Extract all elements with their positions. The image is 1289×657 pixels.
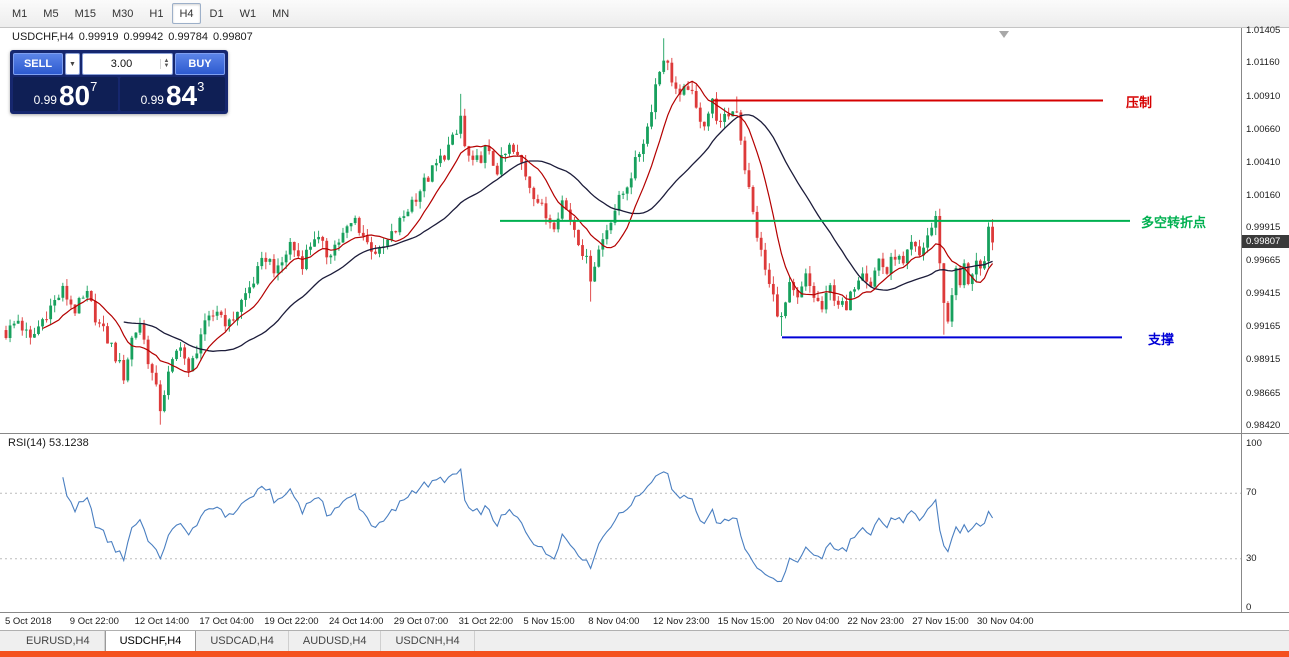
time-axis-label: 31 Oct 22:00 (458, 616, 513, 627)
timeframe-button-H4[interactable]: H4 (172, 3, 201, 24)
time-axis-label: 30 Nov 04:00 (977, 616, 1034, 627)
time-axis-label: 27 Nov 15:00 (912, 616, 969, 627)
level-annotation-2: 支撑 (1148, 332, 1175, 347)
price-axis-label: 0.99665 (1246, 255, 1281, 267)
current-price-tag: 0.99807 (1242, 235, 1289, 249)
rsi-panel: RSI(14) 53.1238 100 70 30 0 (0, 433, 1289, 613)
rsi-axis-label: 100 (1246, 438, 1262, 449)
rsi-axis[interactable]: 100 70 30 0 (1241, 434, 1289, 613)
price-axis-label: 0.99165 (1246, 321, 1281, 333)
chart-tab-USDCNHH4[interactable]: USDCNH,H4 (381, 631, 475, 651)
rsi-axis-label: 0 (1246, 602, 1252, 613)
ask-price-prefix: 0.99 (140, 93, 164, 107)
chart-tab-EURUSDH4[interactable]: EURUSD,H4 (12, 631, 105, 651)
one-click-trading-widget: SELL ▼ 3.00 ▲ ▼ BUY 0.99 80 7 0.99 84 3 (10, 50, 228, 114)
price-axis[interactable]: 0.99807 1.01405 1.01160 1.00910 1.00660 1.00… (1241, 25, 1289, 433)
price-axis-label: 0.99415 (1246, 288, 1281, 300)
chart-tabs-bar: EURUSD,H4 USDCHF,H4 USDCAD,H4 AUDUSD,H4 USDC… (0, 630, 1289, 651)
sell-button[interactable]: SELL (13, 53, 63, 75)
ask-price-button[interactable]: 0.99 84 3 (120, 77, 225, 111)
chart-shift-marker-icon (999, 31, 1009, 38)
timeframe-button-M15[interactable]: M15 (68, 3, 103, 24)
price-axis-label: 0.98420 (1246, 420, 1281, 431)
volume-dropdown-arrow-icon[interactable]: ▼ (65, 53, 80, 75)
timeframe-button-M30[interactable]: M30 (105, 3, 140, 24)
timeframe-button-D1[interactable]: D1 (203, 3, 231, 24)
bottom-accent-strip (0, 651, 1289, 657)
chart-low: 0.99784 (168, 31, 209, 43)
bid-price-pip: 7 (90, 79, 98, 94)
timeframe-button-W1[interactable]: W1 (233, 3, 264, 24)
time-axis-label: 5 Nov 15:00 (523, 616, 575, 627)
level-annotation-0: 压制 (1126, 95, 1153, 110)
price-axis-label: 1.00660 (1246, 123, 1281, 135)
volume-control[interactable]: 3.00 ▲ ▼ (82, 53, 173, 75)
stepper-down-icon[interactable]: ▼ (163, 63, 170, 69)
chart-symbol: USDCHF,H4 (12, 31, 74, 43)
rsi-axis-label: 30 (1246, 552, 1257, 564)
timeframe-button-H1[interactable]: H1 (142, 3, 170, 24)
time-axis-label: 24 Oct 14:00 (329, 616, 384, 627)
main-chart-panel: USDCHF,H4 0.99919 0.99942 0.99784 0.99807 SE… (0, 25, 1289, 433)
time-axis-label: 17 Oct 04:00 (199, 616, 254, 627)
price-axis-label: 1.01160 (1246, 57, 1280, 69)
time-axis-label: 20 Nov 04:00 (782, 616, 840, 627)
chart-tab-AUDUSDH4[interactable]: AUDUSD,H4 (289, 631, 382, 651)
rsi-chart-surface[interactable] (0, 434, 1241, 613)
price-axis-label: 0.98915 (1246, 354, 1281, 366)
chart-open: 0.99919 (78, 31, 119, 43)
price-axis-label: 1.00160 (1246, 189, 1281, 201)
time-axis-label: 15 Nov 15:00 (717, 616, 775, 627)
stepper-up-icon[interactable]: ▲ (163, 58, 170, 64)
chart-title: USDCHF,H4 0.99919 0.99942 0.99784 0.99807 (12, 31, 258, 43)
ask-price-big: 84 (165, 80, 198, 111)
timeframe-toolbar: M1 M5 M15 M30 H1 H4 D1 W1 MN (0, 0, 1289, 28)
time-axis-label: 5 Oct 2018 (5, 616, 52, 627)
time-axis-label: 9 Oct 22:00 (69, 616, 119, 627)
chart-tab-USDCADH4[interactable]: USDCAD,H4 (196, 631, 289, 651)
chart-high: 0.99942 (123, 31, 164, 43)
time-axis-label: 29 Oct 07:00 (393, 616, 449, 627)
timeframe-button-MN[interactable]: MN (265, 3, 296, 24)
time-axis-label: 19 Oct 22:00 (264, 616, 319, 627)
volume-value[interactable]: 3.00 (110, 58, 133, 70)
chart-close: 0.99807 (213, 31, 253, 43)
timeframe-button-M5[interactable]: M5 (36, 3, 65, 24)
time-axis-label: 22 Nov 23:00 (847, 616, 904, 627)
level-annotation-1: 多空转折点 (1141, 215, 1207, 230)
price-axis-label: 1.00910 (1246, 90, 1281, 102)
ask-price-pip: 3 (197, 79, 205, 94)
time-axis-label: 12 Oct 14:00 (134, 616, 189, 627)
time-axis[interactable]: 5 Oct 2018 9 Oct 22:00 12 Oct 14:00 17 Oct … (0, 612, 1289, 630)
timeframe-button-M1[interactable]: M1 (5, 3, 34, 24)
time-axis-label: 12 Nov 23:00 (653, 616, 710, 627)
bid-price-button[interactable]: 0.99 80 7 (13, 77, 118, 111)
price-axis-label: 1.01405 (1246, 25, 1281, 36)
rsi-axis-label: 70 (1246, 487, 1257, 499)
price-axis-label: 1.00410 (1246, 156, 1281, 168)
volume-stepper[interactable]: ▲ ▼ (160, 58, 172, 69)
price-axis-label: 0.99915 (1246, 222, 1281, 234)
buy-button[interactable]: BUY (175, 53, 225, 75)
bid-price-big: 80 (58, 80, 91, 111)
time-axis-label: 8 Nov 04:00 (588, 616, 640, 627)
chart-tab-USDCHFH4[interactable]: USDCHF,H4 (104, 631, 197, 651)
price-axis-label: 0.98665 (1246, 387, 1281, 399)
price-chart-surface[interactable] (0, 28, 1241, 433)
bid-price-prefix: 0.99 (33, 93, 57, 107)
rsi-label: RSI(14) 53.1238 (8, 437, 89, 449)
